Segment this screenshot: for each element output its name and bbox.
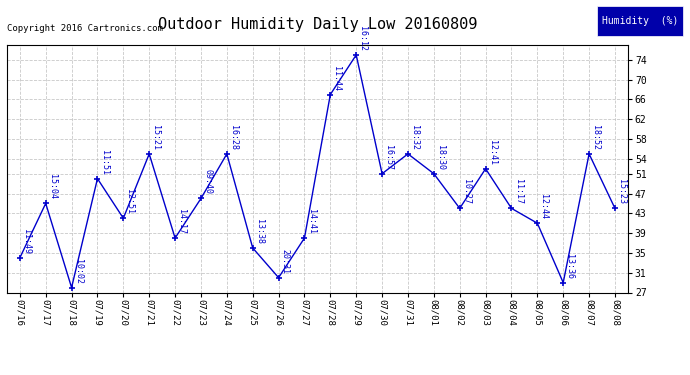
- Text: 12:44: 12:44: [540, 194, 549, 219]
- Text: 12:51: 12:51: [126, 189, 135, 214]
- Text: 14:17: 14:17: [177, 209, 186, 234]
- Text: Outdoor Humidity Daily Low 20160809: Outdoor Humidity Daily Low 20160809: [158, 17, 477, 32]
- Text: 11:44: 11:44: [333, 66, 342, 90]
- Text: 18:52: 18:52: [591, 125, 600, 150]
- Text: 12:41: 12:41: [488, 140, 497, 165]
- Text: 16:57: 16:57: [384, 145, 393, 170]
- Text: 10:27: 10:27: [462, 179, 471, 204]
- Text: 10:02: 10:02: [74, 259, 83, 284]
- Text: 18:32: 18:32: [410, 125, 419, 150]
- Text: 18:30: 18:30: [436, 145, 445, 170]
- Text: 15:21: 15:21: [151, 125, 160, 150]
- Text: 20:31: 20:31: [281, 249, 290, 274]
- Text: Copyright 2016 Cartronics.com: Copyright 2016 Cartronics.com: [7, 24, 163, 33]
- Text: 15:04: 15:04: [48, 174, 57, 200]
- Text: 16:28: 16:28: [229, 125, 238, 150]
- Text: 13:36: 13:36: [565, 254, 574, 279]
- Text: 16:12: 16:12: [358, 26, 367, 51]
- Text: 11:51: 11:51: [99, 150, 108, 175]
- Text: 09:40: 09:40: [203, 170, 212, 195]
- Text: 11:17: 11:17: [513, 179, 522, 204]
- Text: Humidity  (%): Humidity (%): [602, 16, 678, 26]
- Text: 14:41: 14:41: [306, 209, 315, 234]
- Text: 13:38: 13:38: [255, 219, 264, 244]
- Text: 11:49: 11:49: [22, 229, 31, 254]
- Text: 15:23: 15:23: [617, 179, 626, 204]
